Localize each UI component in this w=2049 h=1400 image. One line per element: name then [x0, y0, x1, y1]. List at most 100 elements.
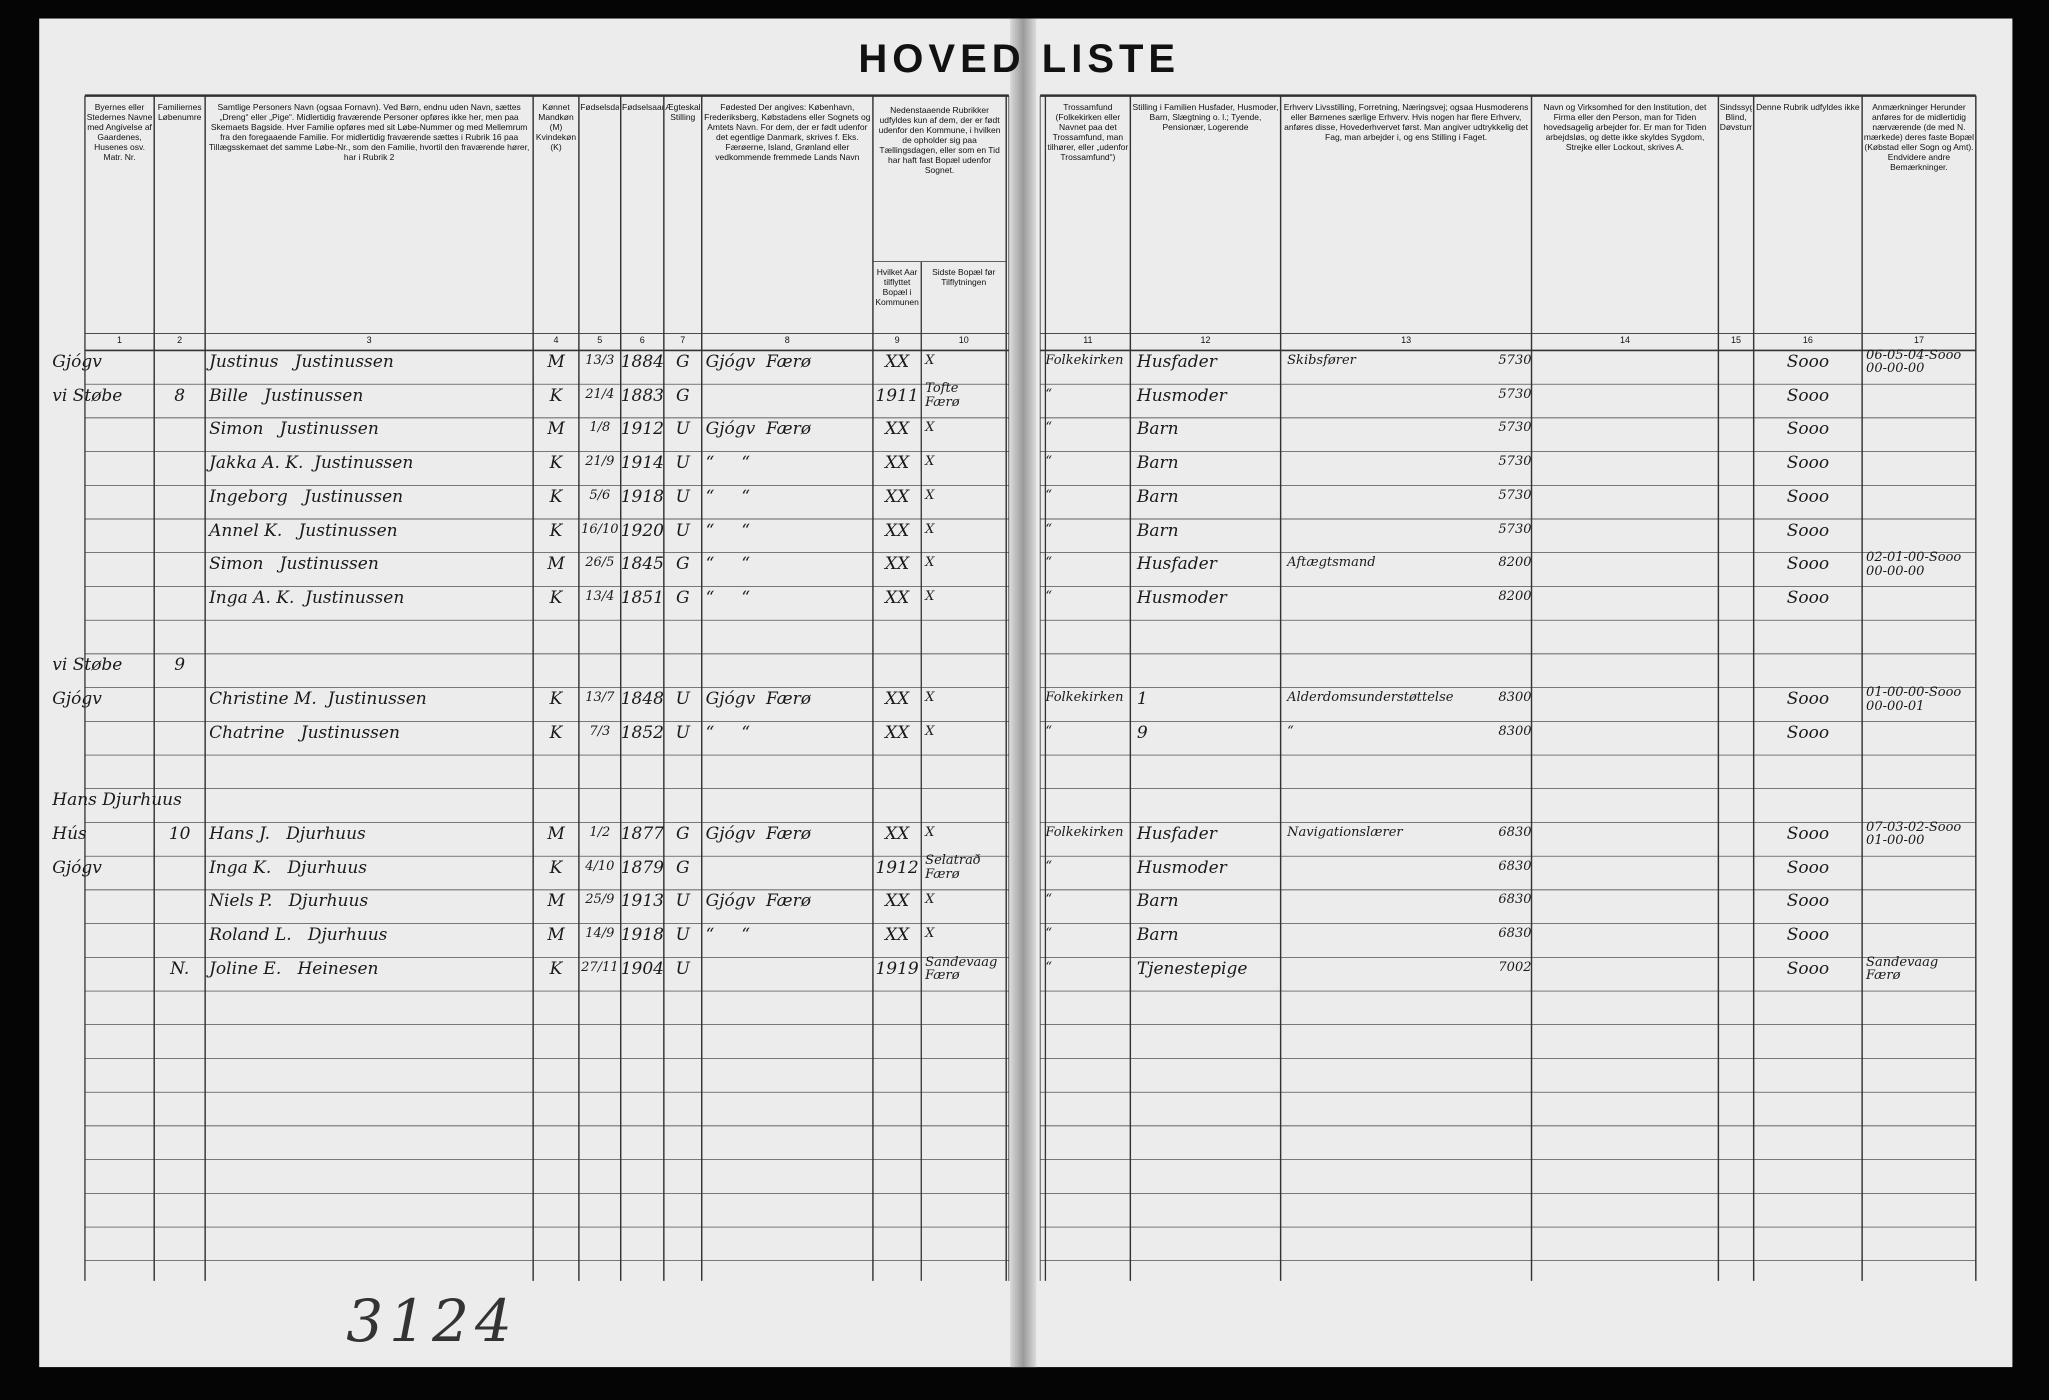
entry-moved-year: 1912 — [875, 857, 919, 878]
column-number: 2 — [177, 334, 183, 345]
entry-occupation-code: 6830 — [1498, 892, 1532, 908]
entry-previous-residence: Sandevaag Færø — [925, 954, 998, 984]
column-header: Byernes eller Stedernes Navne med Angive… — [86, 101, 153, 162]
entry-remarks: 07-03-02-Sooo 01-00-00 — [1866, 819, 1962, 849]
entry-occupation-code: 5730 — [1498, 386, 1532, 402]
entry-moved-year: 1919 — [875, 958, 919, 979]
entry-name: Inga A. K. Justinussen — [209, 588, 405, 608]
entry-birth-year: 1912 — [620, 419, 664, 440]
entry-previous-residence: X — [925, 926, 935, 942]
column-number: 14 — [1619, 334, 1630, 345]
entry-marital: U — [675, 689, 690, 710]
entry-col16: Sooo — [1786, 689, 1830, 710]
entry-family: 8 — [174, 385, 186, 406]
entry-sex: K — [549, 453, 563, 474]
entry-religion: Folkekirken — [1045, 825, 1124, 840]
entry-religion: “ — [1045, 926, 1053, 942]
entry-previous-residence: X — [925, 690, 935, 706]
entry-col16: Sooo — [1786, 419, 1830, 440]
entry-position: Barn — [1136, 419, 1179, 440]
entry-place: Hús — [52, 824, 87, 844]
column-header: Erhverv Livsstilling, Forretning, Næring… — [1283, 101, 1529, 142]
entry-sex: K — [549, 588, 563, 608]
column-number: 15 — [1731, 334, 1742, 345]
entry-name: Jakka A. K. Justinussen — [209, 453, 414, 474]
entry-marital: G — [675, 824, 690, 844]
column-header: Sidste Bopæl før Tilflytningen — [932, 266, 996, 287]
column-number: 9 — [894, 334, 900, 345]
entry-birth-day: 7/3 — [589, 723, 611, 739]
column-header: Trossamfund (Folkekirken eller Navnet pa… — [1047, 101, 1129, 162]
entry-marital: G — [675, 385, 690, 406]
entry-birth-day: 1/8 — [589, 420, 611, 436]
entry-birth-day: 13/3 — [585, 353, 615, 368]
entry-moved-year: XX — [884, 486, 910, 507]
entry-col16: Sooo — [1786, 486, 1830, 507]
column-number: 10 — [958, 334, 969, 345]
entry-birthplace: “ “ — [705, 588, 751, 608]
entry-birth-year: 1852 — [620, 722, 664, 743]
entry-birth-year: 1877 — [620, 824, 664, 844]
entry-marital: U — [675, 891, 690, 912]
entry-col16: Sooo — [1786, 824, 1830, 844]
entry-position: Husfader — [1136, 352, 1217, 372]
entry-previous-residence: X — [925, 589, 935, 604]
entry-sex: M — [547, 925, 565, 946]
entry-col16: Sooo — [1786, 588, 1830, 608]
entry-name: Simon Justinussen — [209, 554, 379, 575]
entry-religion: “ — [1045, 959, 1053, 975]
entry-sex: K — [549, 486, 563, 507]
entry-birth-year: 1914 — [620, 453, 664, 474]
entry-previous-residence: X — [925, 353, 935, 368]
entry-birth-day: 1/2 — [589, 825, 611, 840]
entry-previous-residence: X — [925, 723, 935, 739]
entry-birthplace: “ “ — [705, 554, 751, 575]
entry-marital: U — [675, 958, 690, 979]
entry-occupation: Navigationslærer — [1287, 825, 1403, 840]
entry-birth-day: 4/10 — [585, 858, 615, 874]
entry-col16: Sooo — [1786, 352, 1830, 372]
entry-marital: G — [675, 554, 690, 575]
entry-position: Tjenestepige — [1136, 958, 1248, 979]
entry-position: 1 — [1136, 689, 1148, 710]
entry-marital: U — [675, 520, 690, 541]
entry-religion: “ — [1045, 487, 1053, 503]
column-header: Ægteskabelig Stilling — [665, 101, 700, 122]
entry-birth-day: 21/9 — [585, 454, 615, 470]
entry-birthplace: Gjógv Færø — [705, 824, 812, 844]
entry-name: Hans J. Djurhuus — [209, 824, 366, 844]
entry-sex: K — [549, 958, 563, 979]
entry-occupation: “ — [1287, 723, 1294, 739]
entry-occupation-code: 5730 — [1498, 521, 1532, 537]
column-number: 6 — [639, 334, 645, 345]
entry-col16: Sooo — [1786, 722, 1830, 743]
entry-birth-year: 1845 — [620, 554, 664, 575]
entry-religion: “ — [1045, 723, 1053, 739]
column-header: Anmærkninger Herunder anføres for de mid… — [1863, 101, 1974, 173]
entry-col16: Sooo — [1786, 385, 1830, 406]
entry-moved-year: XX — [884, 554, 910, 575]
entry-birthplace: Gjógv Færø — [705, 689, 812, 710]
entry-religion: “ — [1045, 892, 1053, 908]
entry-birth-year: 1883 — [620, 385, 664, 406]
entry-occupation-code: 5730 — [1498, 353, 1532, 368]
entry-moved-year: XX — [884, 689, 910, 710]
entry-marital: G — [675, 352, 690, 372]
entry-place: Hans Djurhuus — [52, 790, 182, 811]
column-header: Familiernes Løbenumre — [157, 101, 202, 122]
entry-moved-year: XX — [884, 925, 910, 946]
entry-marital: U — [675, 486, 690, 507]
entry-birth-year: 1848 — [620, 689, 664, 710]
entry-moved-year: XX — [884, 520, 910, 541]
entry-family: N. — [170, 958, 190, 979]
entry-position: Barn — [1136, 486, 1179, 507]
entry-position: Barn — [1136, 520, 1179, 541]
entry-sex: K — [549, 857, 563, 878]
column-header: Navn og Virksomhed for den Institution, … — [1543, 101, 1707, 152]
column-header: Stilling i Familien Husfader, Husmoder, … — [1132, 101, 1279, 132]
entry-occupation: Skibsfører — [1287, 353, 1356, 368]
entry-birth-day: 13/7 — [585, 690, 615, 706]
entry-position: Husfader — [1136, 824, 1217, 844]
entry-birthplace: “ “ — [705, 722, 751, 743]
